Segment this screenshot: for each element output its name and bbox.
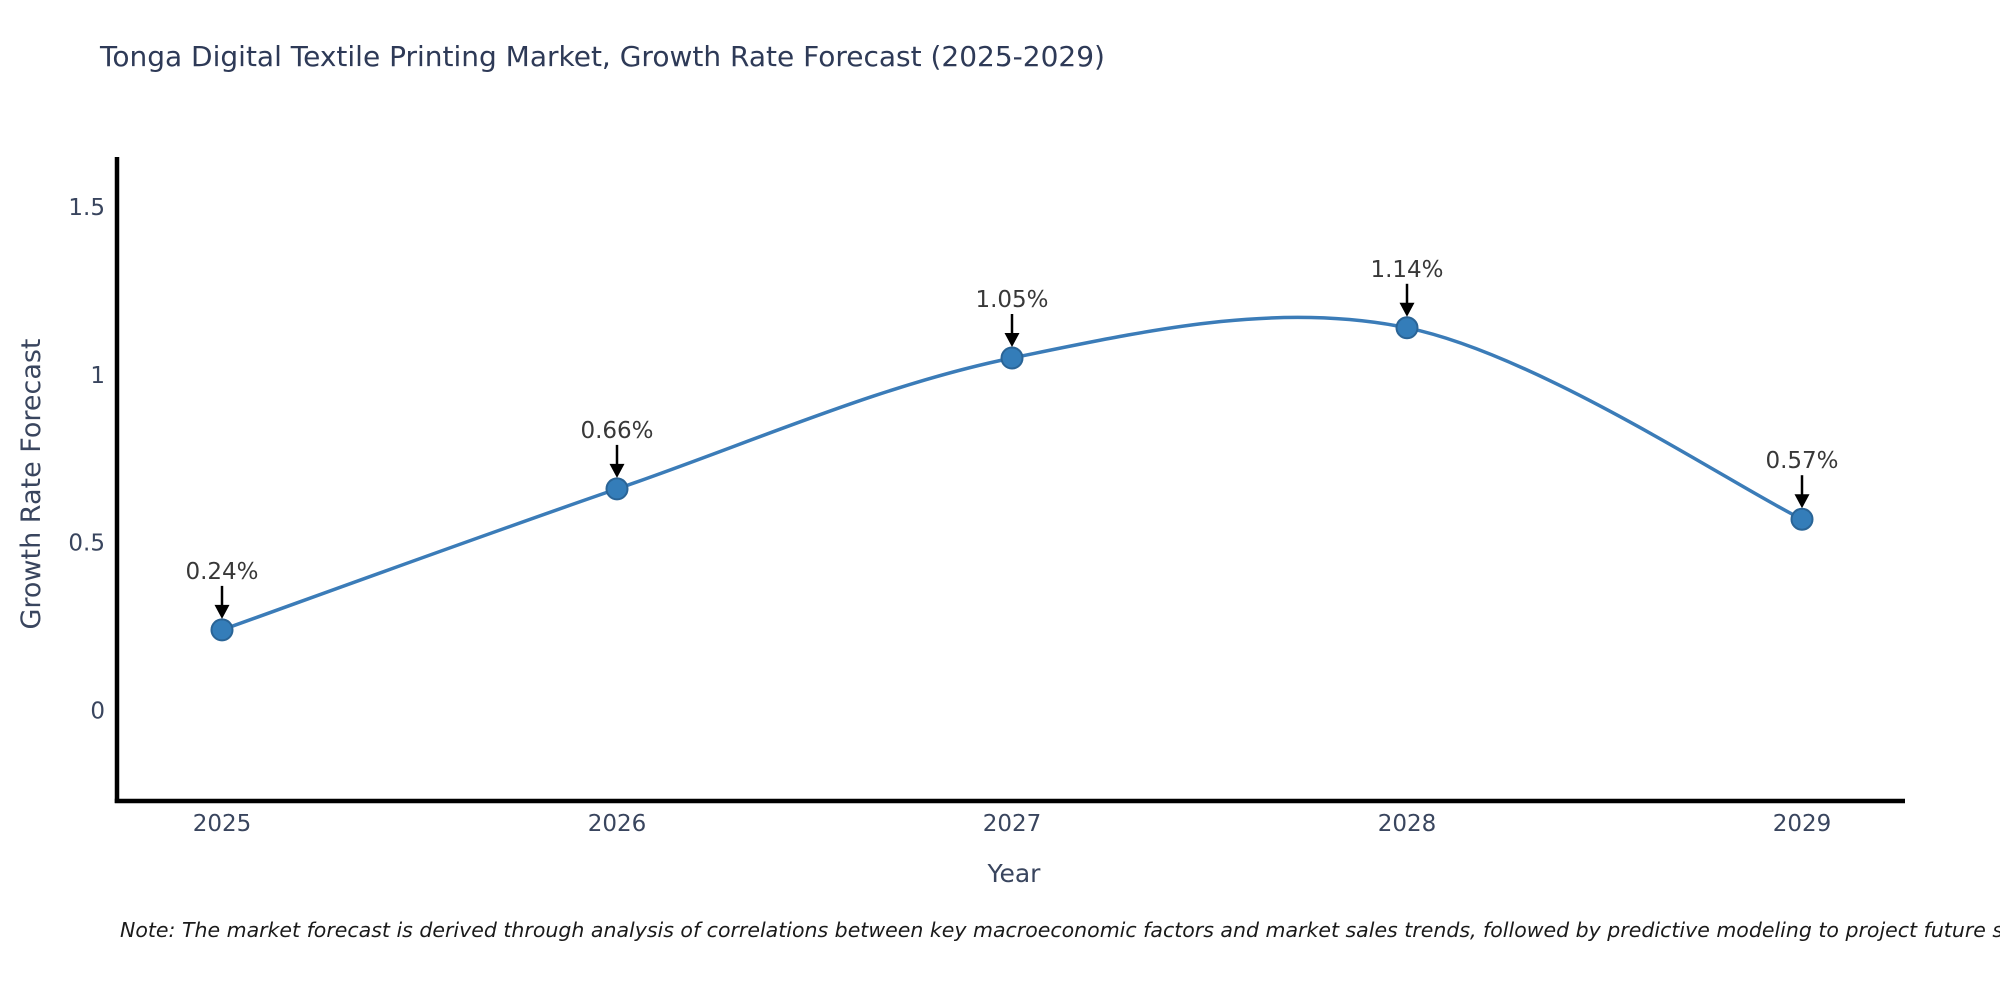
footnote: Note: The market forecast is derived thr… <box>120 918 2000 942</box>
data-point-marker <box>1000 346 1024 370</box>
data-point-marker <box>1790 507 1814 531</box>
x-axis-title: Year <box>987 859 1042 888</box>
y-tick-label: 1.5 <box>68 195 105 221</box>
annotation-label: 0.57% <box>1765 448 1838 474</box>
annotation-label: 0.24% <box>185 559 258 585</box>
annotation-arrowhead <box>609 463 625 478</box>
annotation-label: 1.14% <box>1370 257 1443 283</box>
x-axis-tick-labels: 2025 2026 2027 2028 2029 <box>193 811 1832 837</box>
annotation-arrowhead <box>1794 494 1810 509</box>
annotation-label: 1.05% <box>975 287 1048 313</box>
data-point-marker <box>605 477 629 501</box>
y-tick-label: 1 <box>90 363 105 389</box>
y-tick-label: 0.5 <box>68 531 105 557</box>
annotation-label: 0.66% <box>580 418 653 444</box>
data-point-marker <box>1395 316 1419 340</box>
data-point-marker <box>210 618 234 642</box>
y-tick-label: 0 <box>90 699 105 725</box>
annotation-arrowhead <box>214 604 230 619</box>
point-annotations: 0.24% 0.66% 1.05% 1.14% 0.57% <box>185 257 1839 619</box>
x-tick-label: 2028 <box>1378 811 1437 837</box>
x-tick-label: 2025 <box>193 811 252 837</box>
annotation-arrowhead <box>1004 333 1020 347</box>
y-axis-tick-labels: 0 0.5 1 1.5 <box>68 195 105 725</box>
y-axis-title: Growth Rate Forecast <box>16 338 47 629</box>
annotation-arrowhead <box>1399 302 1415 317</box>
chart-title: Tonga Digital Textile Printing Market, G… <box>99 40 1105 73</box>
forecast-line-series <box>210 315 1814 642</box>
x-tick-label: 2029 <box>1773 811 1832 837</box>
x-tick-label: 2027 <box>983 811 1042 837</box>
x-tick-label: 2026 <box>588 811 647 837</box>
